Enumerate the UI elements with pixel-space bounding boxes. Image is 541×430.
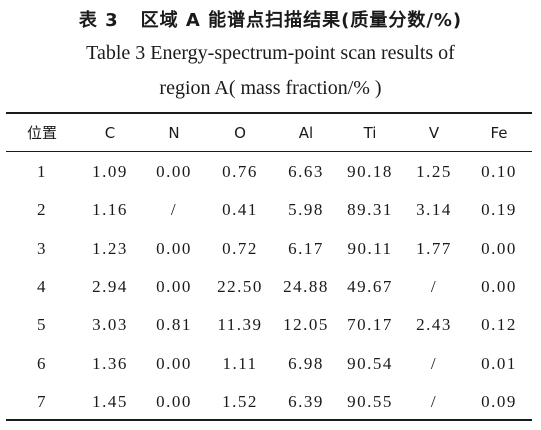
table-number-label: 表 3 — [78, 10, 119, 31]
table-cell: 0.01 — [481, 353, 517, 373]
table-cell: 0.81 — [156, 315, 192, 335]
table-cell: 0.00 — [156, 391, 192, 411]
table-cell: 24.88 — [283, 277, 329, 297]
table-header-rule — [6, 151, 532, 152]
table-row: 1 1.09 0.00 0.76 6.63 90.18 1.25 0.10 — [6, 151, 532, 191]
table-row: 4 2.94 0.00 22.50 24.88 49.67 / 0.00 — [6, 268, 532, 306]
table-cell: 0.12 — [481, 315, 517, 335]
table-cell: 22.50 — [217, 277, 263, 297]
table-cell: 6 — [37, 353, 47, 373]
table-row: 6 1.36 0.00 1.11 6.98 90.54 / 0.01 — [6, 344, 532, 382]
table-cell: 6.39 — [288, 391, 324, 411]
table-cell: 11.39 — [217, 315, 263, 335]
column-header: O — [234, 123, 246, 142]
table-cell: 0.41 — [222, 200, 258, 220]
table-cell: 0.00 — [156, 277, 192, 297]
table-cell: 1.36 — [92, 353, 128, 373]
table-row: 2 1.16 / 0.41 5.98 89.31 3.14 0.19 — [6, 191, 532, 229]
table-body: 1 1.09 0.00 0.76 6.63 90.18 1.25 0.10 2 1.16 / 0.41… — [6, 151, 532, 421]
table-cell: 70.17 — [347, 315, 393, 335]
table-cell: 0.00 — [481, 238, 517, 258]
table-cell: 7 — [37, 391, 47, 411]
table-cell: 2.43 — [416, 315, 452, 335]
table-cell: 90.55 — [347, 391, 393, 411]
table-cell: 0.00 — [156, 353, 192, 373]
table-cell: 0.19 — [481, 200, 517, 220]
table-caption-english-line2: region A( mass fraction/% ) — [159, 77, 382, 99]
table-cell: 1.11 — [222, 353, 258, 373]
table-cell: 6.63 — [288, 162, 324, 182]
table-cell: 1.45 — [92, 391, 128, 411]
table-cell: 1.52 — [222, 391, 258, 411]
column-header: Ti — [363, 123, 377, 142]
table-cell: 0.76 — [222, 162, 258, 182]
table-title-chinese: 区域 A 能谱点扫描结果(质量分数/%) — [140, 10, 463, 31]
table-cell: 89.31 — [347, 200, 393, 220]
table-cell: 6.17 — [288, 238, 324, 258]
table-cell: 90.54 — [347, 353, 393, 373]
column-header: Fe — [490, 123, 508, 142]
table-bottom-rule — [6, 419, 532, 421]
column-header: Al — [298, 123, 314, 142]
table-cell: 1.16 — [92, 200, 128, 220]
table-cell: 1.23 — [92, 238, 128, 258]
table-cell: 2 — [37, 200, 47, 220]
table-cell: 49.67 — [347, 277, 393, 297]
table-row: 3 1.23 0.00 0.72 6.17 90.11 1.77 0.00 — [6, 230, 532, 268]
table-cell: 0.00 — [481, 277, 517, 297]
column-header: V — [428, 123, 440, 142]
table-cell: 0.00 — [156, 238, 192, 258]
table-cell: / — [430, 277, 438, 297]
table-row: 5 3.03 0.81 11.39 12.05 70.17 2.43 0.12 — [6, 306, 532, 344]
table-cell: 0.10 — [481, 162, 517, 182]
table-header-row: 位置 C N O Al Ti V Fe — [6, 114, 532, 151]
table-row: 7 1.45 0.00 1.52 6.39 90.55 / 0.09 — [6, 383, 532, 421]
table-cell: 0.09 — [481, 391, 517, 411]
column-header: N — [168, 123, 180, 142]
table-cell: 5 — [37, 315, 47, 335]
table-cell: 3 — [37, 238, 47, 258]
table-cell: 1.09 — [92, 162, 128, 182]
results-table: 位置 C N O Al Ti V Fe 1 1.09 0.00 0.76 6.63 90.18 1.25 0… — [6, 114, 532, 421]
table-cell: 0.72 — [222, 238, 258, 258]
table-cell: 3.03 — [92, 315, 128, 335]
table-cell: 4 — [37, 277, 47, 297]
table-cell: 90.11 — [347, 238, 393, 258]
table-cell: 6.98 — [288, 353, 324, 373]
table-cell: 5.98 — [288, 200, 324, 220]
table-caption-english-line1: Table 3 Energy-spectrum-point scan resul… — [86, 42, 455, 64]
table-cell: 90.18 — [347, 162, 393, 182]
table-caption-chinese: 表 3 区域 A 能谱点扫描结果(质量分数/%) — [0, 6, 541, 32]
table-cell: 12.05 — [283, 315, 329, 335]
column-header: C — [104, 123, 116, 142]
table-cell: / — [170, 200, 178, 220]
table-cell: 3.14 — [416, 200, 452, 220]
table-cell: 1.77 — [416, 238, 452, 258]
table-cell: 2.94 — [92, 277, 128, 297]
table-cell: 0.00 — [156, 162, 192, 182]
table-cell: 1 — [37, 162, 47, 182]
table-cell: / — [430, 391, 438, 411]
table-cell: / — [430, 353, 438, 373]
column-header: 位置 — [26, 124, 57, 142]
table-cell: 1.25 — [416, 162, 452, 182]
table-top-rule — [6, 112, 532, 114]
